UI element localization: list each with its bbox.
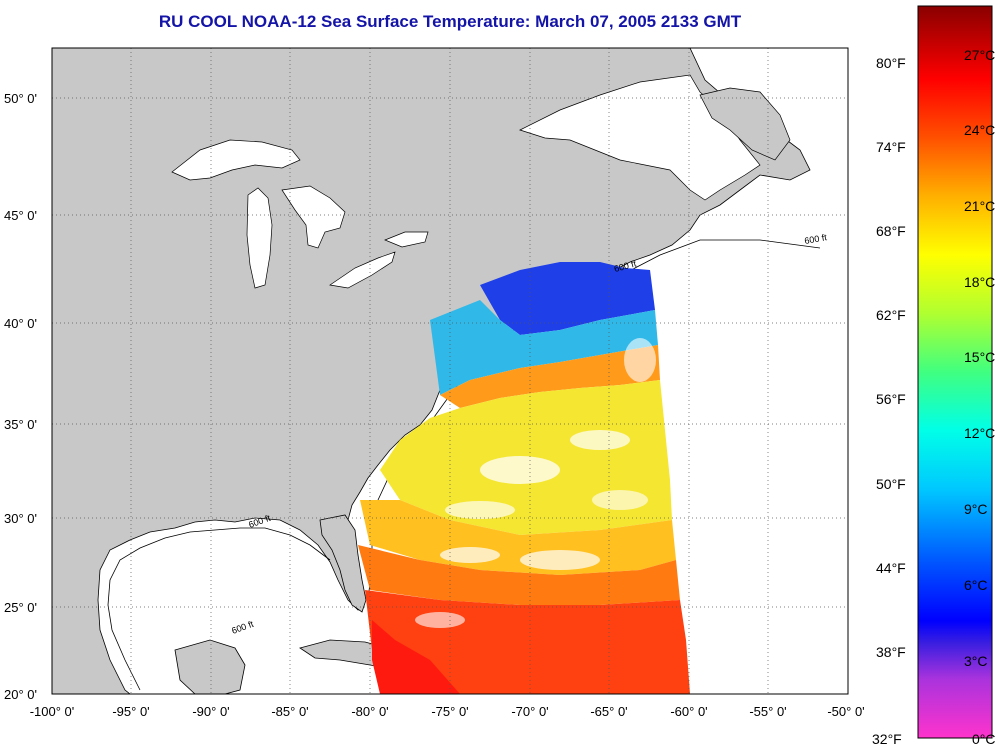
colorbar-c-label: 18°C	[964, 274, 996, 290]
colorbar-c-label: 6°C	[964, 577, 988, 593]
lon-tick-label: -100° 0'	[30, 704, 75, 719]
lake-erie	[329, 251, 396, 289]
newfoundland	[699, 87, 791, 161]
lon-tick-label: -50° 0'	[827, 704, 864, 719]
lon-tick-label: -55° 0'	[749, 704, 786, 719]
colorbar-c-label: 24°C	[964, 122, 996, 138]
gulf-600ft-contour	[107, 527, 331, 691]
lake-huron	[281, 185, 346, 249]
colorbar-c-label: 9°C	[964, 501, 988, 517]
colorbar-f-label: 68°F	[876, 223, 906, 239]
colorbar-c-label: 0°C	[972, 731, 996, 747]
lon-tick-label: -90° 0'	[192, 704, 229, 719]
graticule	[52, 48, 848, 694]
lat-axis: 50° 0' 45° 0' 40° 0' 35° 0' 30° 0' 25° 0…	[4, 91, 37, 702]
map-border	[51, 47, 849, 695]
colorbar-f-label: 38°F	[876, 644, 906, 660]
colorbar-f-label: 62°F	[876, 307, 906, 323]
lake-michigan	[246, 187, 273, 289]
lon-tick-label: -70° 0'	[511, 704, 548, 719]
colorbar-f-label: 80°F	[876, 55, 906, 71]
temperature-colorbar	[917, 5, 993, 739]
land-north-america	[52, 48, 811, 694]
lon-tick-label: -75° 0'	[431, 704, 468, 719]
colorbar-c-label: 12°C	[964, 425, 996, 441]
colorbar-f-label: 32°F	[872, 731, 902, 747]
lat-tick-label: 30° 0'	[4, 511, 37, 526]
lon-axis: -100° 0' -95° 0' -90° 0' -85° 0' -80° 0'…	[30, 704, 865, 719]
yucatan	[174, 639, 246, 694]
lon-tick-label: -65° 0'	[590, 704, 627, 719]
contour-label: 600 ft	[804, 232, 828, 246]
colorbar-f-label: 50°F	[876, 476, 906, 492]
florida	[319, 514, 367, 613]
colorbar-f-label: 44°F	[876, 560, 906, 576]
colorbar-c-label: 27°C	[964, 47, 996, 63]
chart-title: RU COOL NOAA-12 Sea Surface Temperature:…	[158, 12, 742, 31]
lat-tick-label: 40° 0'	[4, 316, 37, 331]
lake-superior	[171, 139, 301, 181]
lat-tick-label: 25° 0'	[4, 600, 37, 615]
lat-tick-label: 35° 0'	[4, 417, 37, 432]
lon-tick-label: -95° 0'	[112, 704, 149, 719]
lat-tick-label: 50° 0'	[4, 91, 37, 106]
lon-tick-label: -85° 0'	[271, 704, 308, 719]
colorbar-c-label: 21°C	[964, 198, 996, 214]
colorbar-c-label: 15°C	[964, 349, 996, 365]
colorbar-f-label: 74°F	[876, 139, 906, 155]
sst-swath	[358, 262, 690, 694]
lat-tick-label: 20° 0'	[4, 687, 37, 702]
lon-tick-label: -80° 0'	[351, 704, 388, 719]
colorbar-f-label: 56°F	[876, 391, 906, 407]
gulf-st-lawrence	[519, 74, 761, 201]
lake-ontario	[384, 231, 429, 248]
colorbar-c-label: 3°C	[964, 653, 988, 669]
lon-tick-label: -60° 0'	[670, 704, 707, 719]
lat-tick-label: 45° 0'	[4, 208, 37, 223]
